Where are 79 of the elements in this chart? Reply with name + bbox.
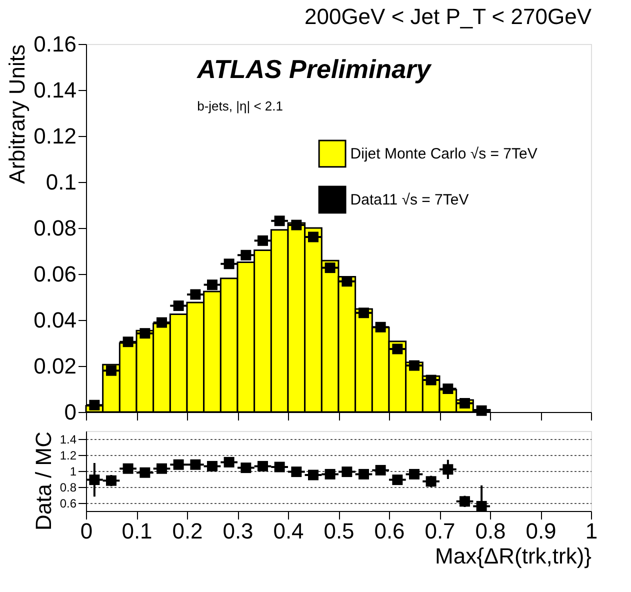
y-tick-label: 0.04	[34, 308, 76, 332]
y-tick-label: 0.02	[34, 354, 76, 378]
y-axis-title: Arbitrary Units	[4, 44, 30, 184]
point	[122, 336, 134, 348]
x-tick-label: 0.7	[424, 518, 456, 544]
point	[291, 466, 302, 478]
point	[274, 216, 285, 226]
y-tick-label: 0.08	[34, 216, 76, 240]
point	[426, 476, 436, 487]
point	[476, 500, 487, 512]
y-tick-label: 0	[64, 400, 76, 424]
y-tick-label: 1.4	[60, 432, 77, 446]
point	[442, 464, 454, 475]
x-tick-label: 0	[80, 518, 93, 544]
y-axis-title: Data / MC	[30, 431, 56, 531]
point	[258, 460, 268, 472]
x-axis-title: Max{ΔR(trk,trk)}	[435, 544, 592, 568]
point	[358, 468, 369, 480]
point	[375, 322, 386, 332]
y-tick-label: 1.2	[60, 448, 77, 462]
point	[342, 466, 352, 478]
point	[122, 463, 134, 474]
point	[460, 496, 470, 507]
point	[224, 258, 234, 270]
point	[89, 400, 100, 410]
point	[140, 467, 150, 478]
y-tick-label: 0.6	[60, 496, 77, 510]
y-tick-label: 0.14	[34, 78, 76, 102]
x-tick-label: 0.4	[273, 518, 304, 544]
y-tick-label: 0.16	[34, 32, 76, 56]
x-tick-label: 1	[585, 518, 598, 544]
point	[375, 464, 386, 476]
point	[324, 468, 336, 480]
point	[224, 456, 234, 468]
x-tick-label: 0.1	[122, 518, 152, 544]
point	[173, 300, 184, 311]
y-tick-label: 0.12	[34, 124, 76, 148]
point	[392, 344, 403, 354]
y-tick-label: 0.06	[34, 262, 76, 286]
point	[409, 468, 420, 480]
point	[258, 235, 268, 246]
point	[358, 308, 369, 318]
point	[240, 462, 252, 474]
chart-title: 200GeV < Jet P_T < 270GeV	[304, 4, 592, 29]
point	[156, 463, 167, 474]
y-tick-label: 0.8	[60, 480, 77, 494]
point	[324, 262, 336, 274]
x-tick-label: 0.8	[475, 518, 506, 544]
annotation: ATLAS Preliminary	[196, 54, 432, 84]
annotation: b-jets, |η| < 2.1	[197, 98, 283, 114]
point	[173, 459, 184, 470]
x-tick-label: 0.2	[172, 518, 203, 544]
point	[291, 220, 302, 230]
y-tick-label: 0.1	[46, 170, 76, 194]
legend-label: Data11 √s = 7TeV	[350, 192, 469, 209]
point	[190, 459, 201, 470]
point	[442, 384, 454, 394]
point	[308, 232, 318, 242]
point	[156, 317, 167, 328]
x-tick-label: 0.6	[374, 518, 405, 544]
point	[308, 470, 318, 480]
point	[89, 474, 100, 486]
legend-label: Dijet Monte Carlo √s = 7TeV	[350, 146, 538, 163]
y-tick-label: 1	[70, 464, 77, 478]
point	[207, 280, 218, 290]
x-tick-label: 0.9	[526, 518, 556, 544]
point	[274, 462, 285, 472]
x-tick-label: 0.3	[222, 518, 254, 544]
point	[426, 374, 436, 386]
point	[392, 474, 403, 486]
point	[140, 328, 150, 339]
point	[240, 250, 252, 260]
point	[207, 460, 218, 472]
point	[190, 289, 201, 300]
point	[342, 276, 352, 287]
point	[106, 475, 116, 486]
point	[106, 365, 116, 376]
x-tick-label: 0.5	[324, 518, 354, 544]
point	[409, 360, 420, 371]
